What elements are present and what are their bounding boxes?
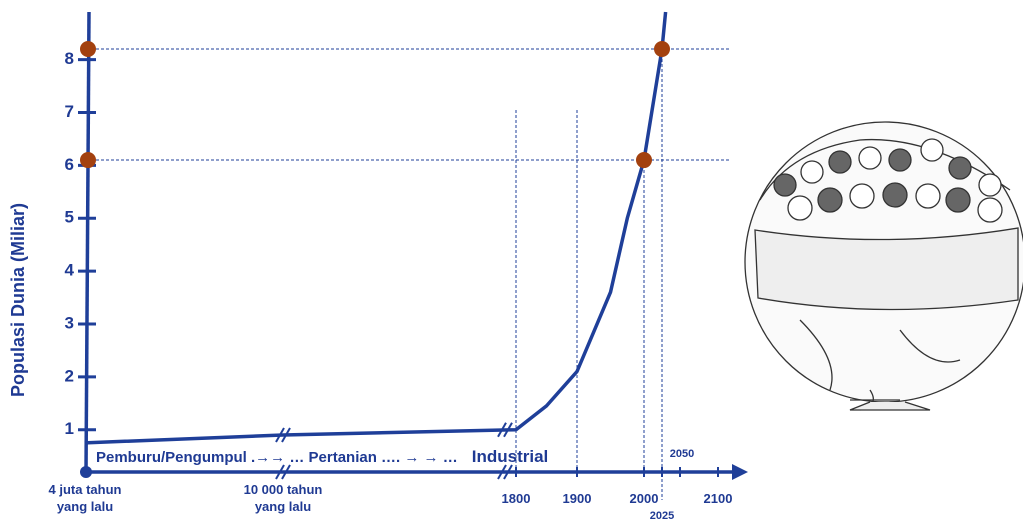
x-tick-label-line: yang lalu [57,499,113,514]
x-tick-label: 2050 [670,448,694,460]
axis-highlight-point [80,41,96,57]
axis-highlight-point [80,152,96,168]
y-tick-label: 2 [65,366,74,385]
y-tick-label: 8 [65,49,74,68]
globe-illustration [745,122,1023,410]
chart: Populasi Dunia (Miliar) Pemburu/Pengumpu… [0,0,1023,531]
x-tick-label: 1900 [563,491,592,506]
x-tick-label-line: 4 juta tahun [49,482,122,497]
era: Industrial [472,447,549,466]
x-tick-label-line: 10 000 tahun [244,482,323,497]
origin-dot [80,466,92,478]
y-axis-label: Populasi Dunia (Miliar) [8,203,28,397]
page: {"chart_data": {"type": "line", "y_label… [0,0,1023,531]
y-tick-label: 3 [65,313,74,332]
y-tick-label: 4 [65,261,75,280]
x-tick-label: 2100 [704,491,733,506]
y-tick-label: 1 [65,419,74,438]
x-tick-label-line: yang lalu [255,499,311,514]
highlight-point [636,152,652,168]
x-tick-label: 2025 [650,510,674,522]
y-tick-label: 5 [65,208,74,227]
x-tick-label: 4 juta tahun yang lalu [49,482,122,514]
era: Pemburu/Pengumpul .→→ … [96,449,304,466]
y-axis [86,12,89,472]
era-labels: Pemburu/Pengumpul .→→ … Pertanian …. → →… [96,447,548,466]
population-line [85,12,666,443]
y-tick-label: 6 [65,155,74,174]
y-tick-label: 7 [65,102,74,121]
x-axis-arrow [732,464,748,480]
x-tick-label: 1800 [502,491,531,506]
x-tick-label: 2000 [630,491,659,506]
highlight-point [654,41,670,57]
era: Pertanian …. → → … [309,449,458,466]
x-tick-label: 10 000 tahun yang lalu [244,482,323,514]
